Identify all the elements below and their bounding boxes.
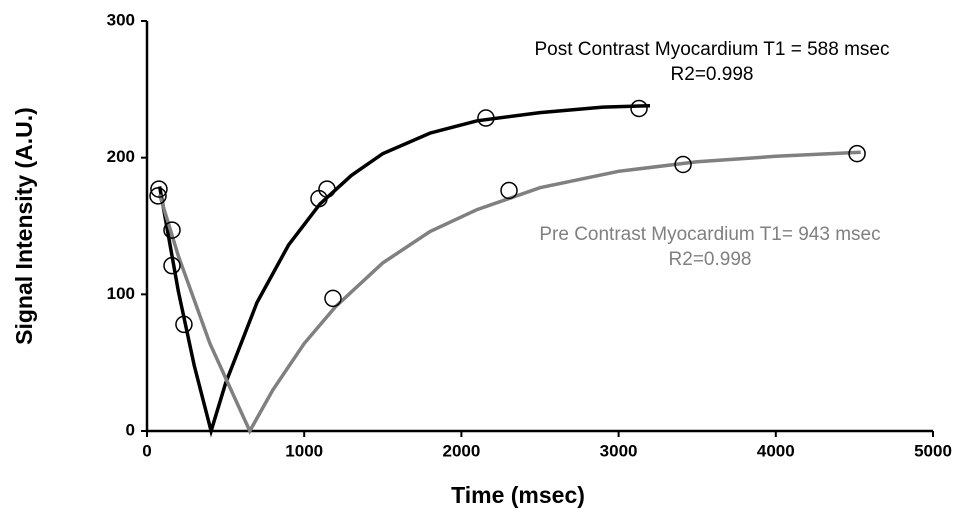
y-tick-label: 100 (107, 284, 135, 303)
data-point (630, 99, 648, 118)
x-tick-label: 1000 (285, 441, 323, 460)
data-point (500, 181, 518, 200)
fit-annotation: R2=0.998 (671, 64, 754, 85)
data-point (324, 289, 342, 308)
x-axis-title: Time (msec) (451, 482, 585, 508)
y-axis-title: Signal Intensity (A.U.) (11, 107, 37, 345)
data-point (175, 315, 193, 334)
data-point (149, 187, 167, 205)
x-tick-label: 4000 (757, 441, 795, 460)
data-point (848, 144, 866, 163)
y-tick-label: 0 (126, 420, 135, 439)
series-annotation: Post Contrast Myocardium T1 = 588 msec (535, 39, 890, 60)
series-annotation: Pre Contrast Myocardium T1= 943 msec (539, 224, 880, 245)
data-point (674, 155, 692, 174)
y-tick-label: 300 (107, 10, 135, 29)
x-tick-label: 3000 (600, 441, 638, 460)
fit-annotation: R2=0.998 (669, 249, 752, 270)
data-point (150, 180, 168, 198)
x-tick-label: 5000 (914, 441, 952, 460)
data-point (318, 180, 336, 198)
data-point (163, 221, 181, 239)
data-point (477, 109, 495, 127)
data-point (163, 256, 181, 275)
x-tick-label: 0 (142, 441, 151, 460)
fit-curve (157, 103, 651, 438)
fit-curve (157, 150, 861, 435)
x-tick-label: 2000 (442, 441, 480, 460)
y-tick-label: 200 (107, 147, 135, 166)
